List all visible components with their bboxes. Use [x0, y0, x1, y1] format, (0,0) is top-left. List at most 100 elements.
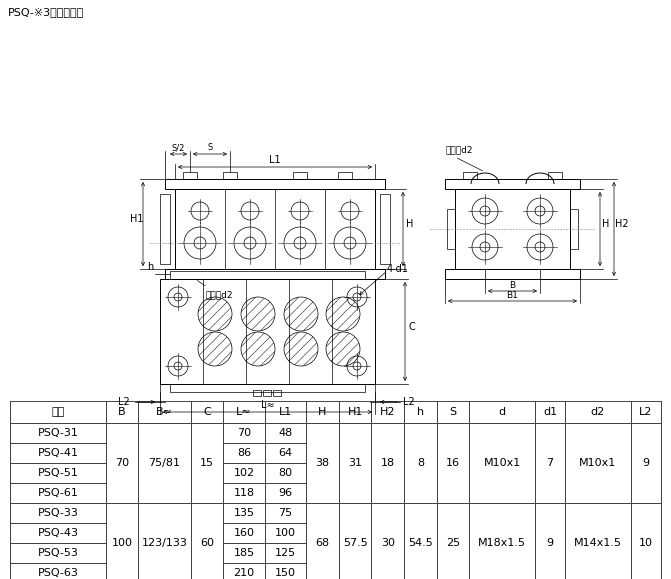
Bar: [445, 179, 580, 189]
Bar: [10, 483, 106, 503]
Bar: [565, 401, 631, 423]
Bar: [535, 503, 565, 579]
Text: C: C: [203, 407, 211, 417]
Bar: [10, 401, 106, 423]
Bar: [10, 443, 106, 463]
Bar: [470, 423, 535, 503]
Text: L2: L2: [118, 397, 130, 407]
Bar: [191, 401, 223, 423]
Text: M18x1.5: M18x1.5: [478, 538, 526, 548]
Text: B1: B1: [507, 291, 519, 299]
Bar: [223, 543, 265, 563]
Text: B≈: B≈: [156, 407, 173, 417]
Text: d: d: [499, 407, 506, 417]
Text: H1: H1: [348, 407, 363, 417]
Bar: [106, 503, 138, 579]
Text: 18: 18: [380, 458, 395, 468]
Bar: [138, 423, 191, 503]
Bar: [138, 503, 191, 579]
Text: PSQ-41: PSQ-41: [38, 448, 79, 458]
Text: 9: 9: [642, 458, 650, 468]
Text: S/2: S/2: [172, 144, 185, 152]
Bar: [223, 523, 265, 543]
Text: PSQ-33: PSQ-33: [38, 508, 79, 518]
Bar: [404, 423, 437, 503]
Bar: [470, 503, 535, 579]
Bar: [10, 563, 106, 579]
Bar: [447, 209, 455, 249]
Bar: [306, 423, 339, 503]
Text: 160: 160: [234, 528, 254, 538]
Bar: [253, 390, 261, 396]
Bar: [404, 401, 437, 423]
Bar: [470, 401, 535, 423]
Bar: [273, 390, 281, 396]
Text: 185: 185: [234, 548, 254, 558]
Bar: [175, 189, 375, 269]
Bar: [265, 483, 306, 503]
Text: H2: H2: [615, 219, 629, 229]
Text: PSQ-31: PSQ-31: [38, 428, 79, 438]
Text: 125: 125: [275, 548, 296, 558]
Bar: [437, 401, 470, 423]
Bar: [165, 179, 385, 189]
Text: L≈: L≈: [261, 401, 274, 411]
Bar: [463, 172, 477, 179]
Bar: [223, 443, 265, 463]
Bar: [565, 503, 631, 579]
Text: 48: 48: [278, 428, 293, 438]
Bar: [265, 503, 306, 523]
Text: h: h: [417, 407, 424, 417]
Text: 96: 96: [278, 488, 293, 498]
Text: 10: 10: [639, 538, 653, 548]
Text: 60: 60: [200, 538, 214, 548]
Bar: [372, 503, 404, 579]
Bar: [170, 384, 365, 392]
Bar: [160, 279, 375, 384]
Text: 64: 64: [278, 448, 293, 458]
Bar: [437, 503, 470, 579]
Text: 102: 102: [234, 468, 254, 478]
Text: 型号: 型号: [51, 407, 64, 417]
Text: PSQ-63: PSQ-63: [38, 568, 79, 578]
Text: PSQ-43: PSQ-43: [38, 528, 79, 538]
Text: 135: 135: [234, 508, 254, 518]
Bar: [138, 401, 191, 423]
Bar: [10, 523, 106, 543]
Text: 15: 15: [200, 458, 214, 468]
Text: 150: 150: [275, 568, 296, 578]
Bar: [338, 172, 352, 179]
Text: B: B: [509, 280, 515, 290]
Text: 75/81: 75/81: [148, 458, 180, 468]
Text: d2: d2: [590, 407, 605, 417]
Bar: [306, 401, 339, 423]
Text: M10x1: M10x1: [483, 458, 521, 468]
Bar: [631, 423, 661, 503]
Text: H: H: [603, 219, 610, 229]
Text: L1: L1: [278, 407, 292, 417]
Bar: [223, 563, 265, 579]
Text: 4-d1: 4-d1: [387, 264, 409, 274]
Bar: [631, 503, 661, 579]
Text: 30: 30: [380, 538, 395, 548]
Bar: [339, 401, 372, 423]
Text: S: S: [207, 144, 213, 152]
Bar: [106, 423, 138, 503]
Bar: [10, 463, 106, 483]
Bar: [265, 443, 306, 463]
Text: M14x1.5: M14x1.5: [574, 538, 622, 548]
Text: 7: 7: [546, 458, 554, 468]
Bar: [10, 423, 106, 443]
Text: 38: 38: [315, 458, 329, 468]
Bar: [191, 423, 223, 503]
Bar: [223, 503, 265, 523]
Bar: [106, 401, 138, 423]
Bar: [372, 401, 404, 423]
Bar: [160, 194, 170, 264]
Bar: [565, 423, 631, 503]
Bar: [265, 563, 306, 579]
Text: S: S: [450, 407, 457, 417]
Bar: [263, 390, 271, 396]
Text: 70: 70: [237, 428, 251, 438]
Text: B: B: [118, 407, 126, 417]
